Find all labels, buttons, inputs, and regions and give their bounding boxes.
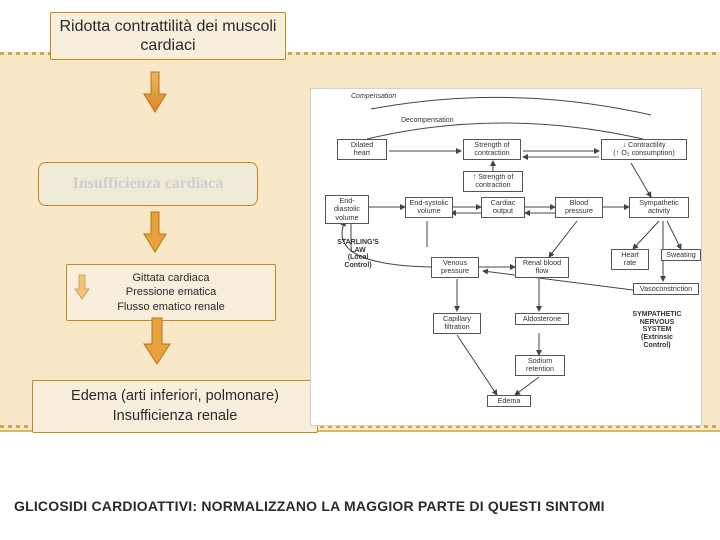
lbl-decompensation: Decompensation — [401, 117, 454, 125]
arrow-1 — [140, 70, 170, 114]
mid2-l3: Flusso ematico renale — [73, 300, 269, 314]
mid2-l2: Pressione ematica — [73, 285, 269, 299]
node-venous: Venous pressure — [431, 257, 479, 278]
box-edema: Edema (arti inferiori, polmonare) Insuff… — [32, 380, 318, 433]
bottom-l2: Insufficienza renale — [41, 407, 309, 427]
node-strength-top: Strength of contraction — [463, 139, 521, 160]
bottom-l1: Edema (arti inferiori, polmonare) — [41, 387, 309, 407]
node-dilated: Dilated heart — [337, 139, 387, 160]
box-heart-failure: Insufficienza cardiaca — [38, 162, 258, 206]
node-bp: Blood pressure — [555, 197, 603, 218]
node-co: Cardiac output — [481, 197, 525, 218]
node-hr: Heart rate — [611, 249, 649, 270]
node-edv: End- diastolic volume — [325, 195, 369, 224]
node-sweat: Sweating — [661, 249, 701, 261]
lbl-sns: SYMPATHETIC NERVOUS SYSTEM (Extrinsic Co… — [617, 311, 697, 349]
node-strength-mid: ↑ Strength of contraction — [463, 171, 523, 192]
node-renal: Renal blood flow — [515, 257, 569, 278]
lbl-starling: STARLING'S LAW (Local Control) — [323, 239, 393, 270]
lbl-compensation: Compensation — [351, 93, 396, 101]
node-aldo: Aldosterone — [515, 313, 569, 325]
node-edema: Edema — [487, 395, 531, 407]
mini-arrow-down — [74, 273, 90, 301]
mid2-l1: Gittata cardiaca — [73, 271, 269, 285]
footer-conclusion: GLICOSIDI CARDIOATTIVI: NORMALIZZANO LA … — [14, 498, 605, 514]
physiology-diagram: Compensation Decompensation Dilated hear… — [310, 88, 702, 426]
node-contractility: ↓ Contractility (↑ O₂ consumption) — [601, 139, 687, 160]
node-cap: Capillary filtration — [433, 313, 481, 334]
node-na: Sodium retention — [515, 355, 565, 376]
box-reduced-contractility: Ridotta contrattilità dei muscoli cardia… — [50, 12, 286, 60]
node-vaso: Vasoconstriction — [633, 283, 699, 295]
node-esv: End-systolic volume — [405, 197, 453, 218]
arrow-2 — [140, 210, 170, 254]
box-top-text: Ridotta contrattilità dei muscoli cardia… — [60, 18, 277, 54]
box-mid1-text: Insufficienza cardiaca — [73, 175, 224, 193]
arrow-3 — [140, 316, 174, 366]
node-symp: Sympathetic activity — [629, 197, 689, 218]
box-reduced-outputs: Gittata cardiaca Pressione ematica Fluss… — [66, 264, 276, 321]
